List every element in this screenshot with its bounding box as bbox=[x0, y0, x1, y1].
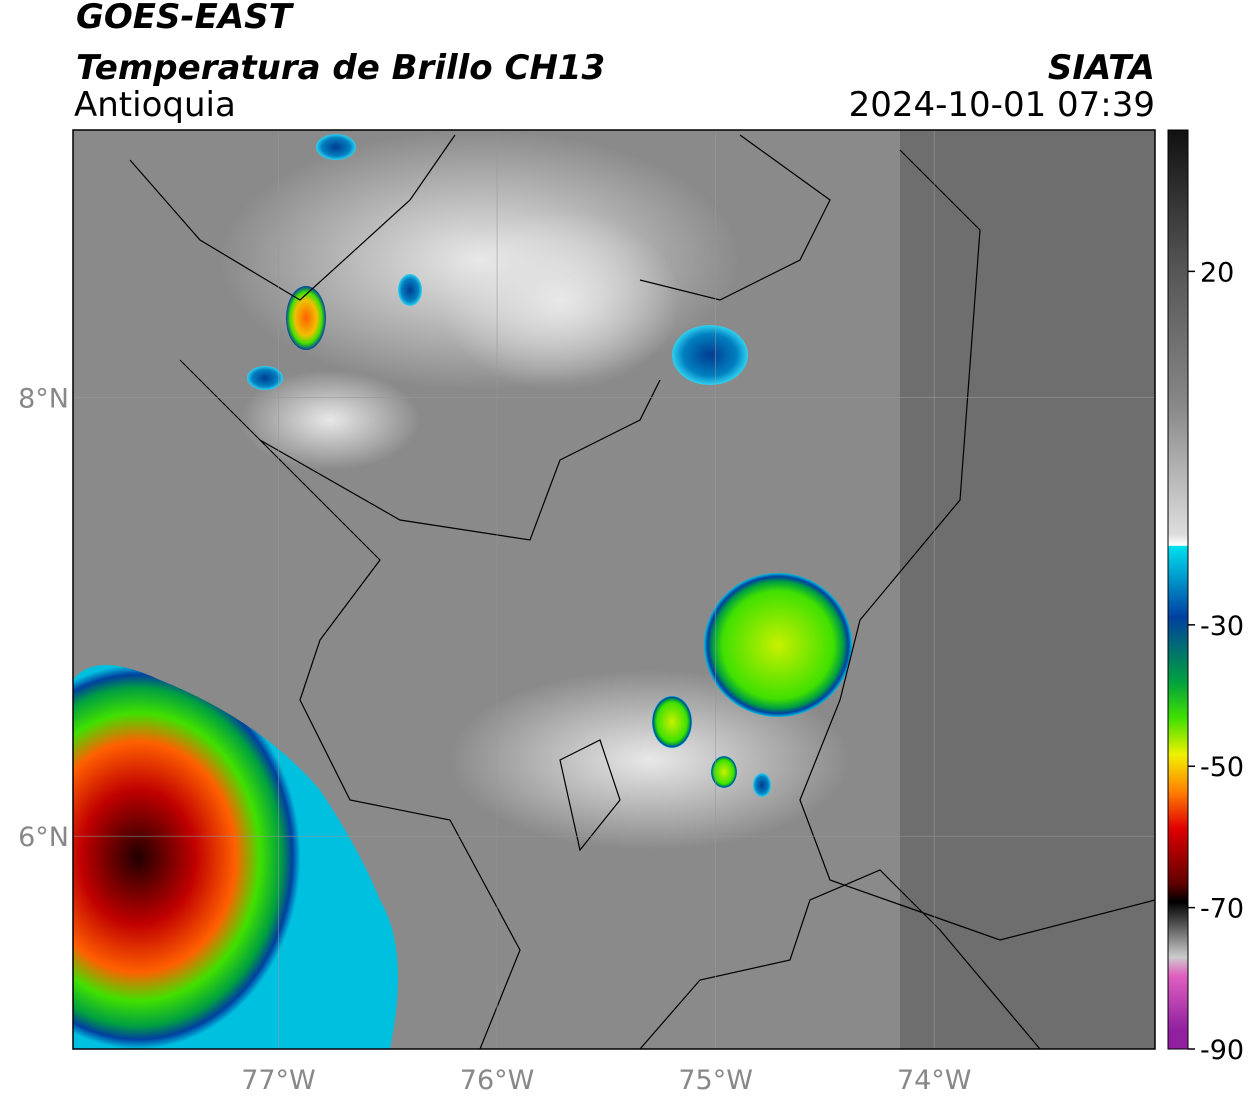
x-tick-label: 76°W bbox=[460, 1065, 535, 1096]
convective-system bbox=[73, 665, 398, 1049]
y-tick-label: 6°N bbox=[18, 822, 69, 853]
x-tick-label: 77°W bbox=[241, 1065, 316, 1096]
convective-cell bbox=[398, 274, 422, 306]
cloud bbox=[240, 370, 420, 470]
colorbar-tick-label: 20 bbox=[1200, 257, 1234, 288]
dark-region bbox=[900, 130, 1155, 1049]
cloud bbox=[440, 210, 680, 390]
subtitle: Temperatura de Brillo CH13 bbox=[76, 48, 605, 88]
convective-cell bbox=[753, 773, 771, 797]
x-tick-label: 75°W bbox=[678, 1065, 753, 1096]
x-tick-label: 74°W bbox=[897, 1065, 972, 1096]
map bbox=[73, 130, 1155, 1049]
title: GOES-EAST bbox=[76, 0, 295, 37]
convective-cell bbox=[652, 696, 692, 748]
convective-cell bbox=[672, 325, 748, 385]
convective-cell bbox=[711, 756, 737, 788]
source: SIATA bbox=[1048, 48, 1155, 88]
convective-cell bbox=[247, 366, 283, 390]
colorbar-tick-label: -30 bbox=[1200, 611, 1244, 642]
convective-cell bbox=[286, 286, 326, 350]
colorbar-tick-label: -70 bbox=[1200, 894, 1244, 925]
colorbar bbox=[1167, 129, 1189, 1050]
y-tick-label: 8°N bbox=[18, 384, 69, 415]
convective-cell bbox=[704, 573, 852, 717]
colorbar-tick-label: -50 bbox=[1200, 752, 1244, 783]
colorbar-tick-label: -90 bbox=[1200, 1035, 1244, 1066]
boundaries bbox=[129, 134, 1155, 1049]
convective-cell bbox=[316, 134, 356, 160]
datetime: 2024-10-01 07:39 bbox=[849, 85, 1155, 125]
cloud bbox=[450, 670, 850, 850]
map-frame bbox=[72, 129, 1156, 1050]
region: Antioquia bbox=[74, 85, 236, 125]
